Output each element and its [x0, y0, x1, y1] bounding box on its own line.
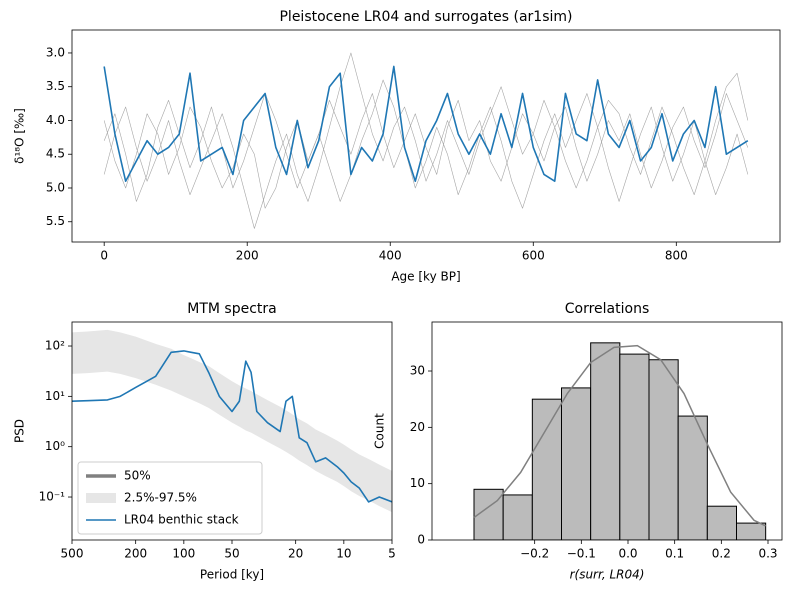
y-tick-label: 30 — [410, 364, 425, 378]
bar — [648, 359, 679, 540]
bar — [706, 505, 737, 540]
series-line — [103, 93, 749, 209]
y-tick-label: 5.0 — [46, 180, 65, 194]
y-tick-label: 10² — [45, 339, 65, 353]
x-tick-label: 800 — [665, 249, 688, 263]
bar — [531, 398, 562, 540]
x-tick-label: 0.2 — [712, 547, 731, 561]
series-line — [103, 65, 749, 183]
series-line — [103, 52, 749, 229]
chart-title: Correlations — [565, 301, 650, 317]
y-tick-label: 10⁻¹ — [39, 490, 66, 504]
y-tick-label: 4.5 — [46, 147, 65, 161]
x-tick-label: 20 — [288, 547, 303, 561]
x-tick-label: 10 — [336, 547, 351, 561]
legend-label: LR04 benthic stack — [124, 513, 239, 527]
bar — [619, 353, 650, 540]
x-tick-label: 0.0 — [618, 547, 637, 561]
series-line — [72, 350, 392, 503]
y-axis-label: PSD — [13, 419, 27, 443]
plot-area — [72, 329, 392, 513]
bar — [561, 387, 592, 540]
y-tick-label: 4.0 — [46, 113, 65, 127]
x-tick-label: 500 — [61, 547, 84, 561]
x-tick-label: 100 — [172, 547, 195, 561]
x-tick-label: 0.3 — [758, 547, 777, 561]
axes-frame — [71, 321, 393, 541]
x-axis-label: Period [ky] — [200, 568, 264, 582]
y-axis-label: δ¹⁸O [‰] — [13, 108, 27, 164]
y-tick-label: 20 — [410, 420, 425, 434]
x-tick-label: 600 — [522, 249, 545, 263]
x-tick-label: 200 — [236, 249, 259, 263]
x-tick-label: 0 — [100, 249, 108, 263]
y-tick-label: 10 — [410, 476, 425, 490]
y-tick-label: 3.5 — [46, 79, 65, 93]
y-tick-label: 3.0 — [46, 45, 65, 59]
x-tick-label: 50 — [224, 547, 239, 561]
x-tick-label: 0.1 — [665, 547, 684, 561]
axes-frame — [71, 29, 781, 243]
legend-swatch — [86, 493, 116, 503]
plot-area — [473, 342, 767, 540]
y-tick-label: 0 — [417, 533, 425, 547]
y-tick-label: 5.5 — [46, 214, 65, 228]
x-tick-label: −0.1 — [567, 547, 596, 561]
legend-label: 2.5%-97.5% — [124, 491, 197, 505]
bar — [736, 522, 767, 540]
bar — [590, 342, 621, 540]
x-tick-label: −0.2 — [520, 547, 549, 561]
chart-title: Pleistocene LR04 and surrogates (ar1sim) — [279, 9, 572, 25]
bar — [502, 494, 533, 540]
band — [72, 329, 392, 513]
kde-line — [473, 344, 766, 527]
legend: 50% 2.5%-97.5% LR04 benthic stack — [77, 461, 263, 535]
y-tick-label: 10⁰ — [45, 439, 65, 453]
y-axis-label: Count — [373, 413, 387, 449]
plot-area — [103, 52, 749, 229]
x-tick-label: 400 — [379, 249, 402, 263]
legend-box — [77, 461, 263, 535]
bar — [677, 415, 708, 540]
x-axis-label: r(surr, LR04) — [570, 568, 645, 582]
x-tick-label: 5 — [388, 547, 396, 561]
y-tick-label: 10¹ — [45, 389, 65, 403]
legend-label: 50% — [124, 469, 151, 483]
chart-title: MTM spectra — [187, 301, 276, 317]
series-line — [103, 79, 749, 209]
x-tick-label: 200 — [124, 547, 147, 561]
axes-frame — [431, 321, 783, 541]
x-axis-label: Age [ky BP] — [391, 270, 460, 284]
